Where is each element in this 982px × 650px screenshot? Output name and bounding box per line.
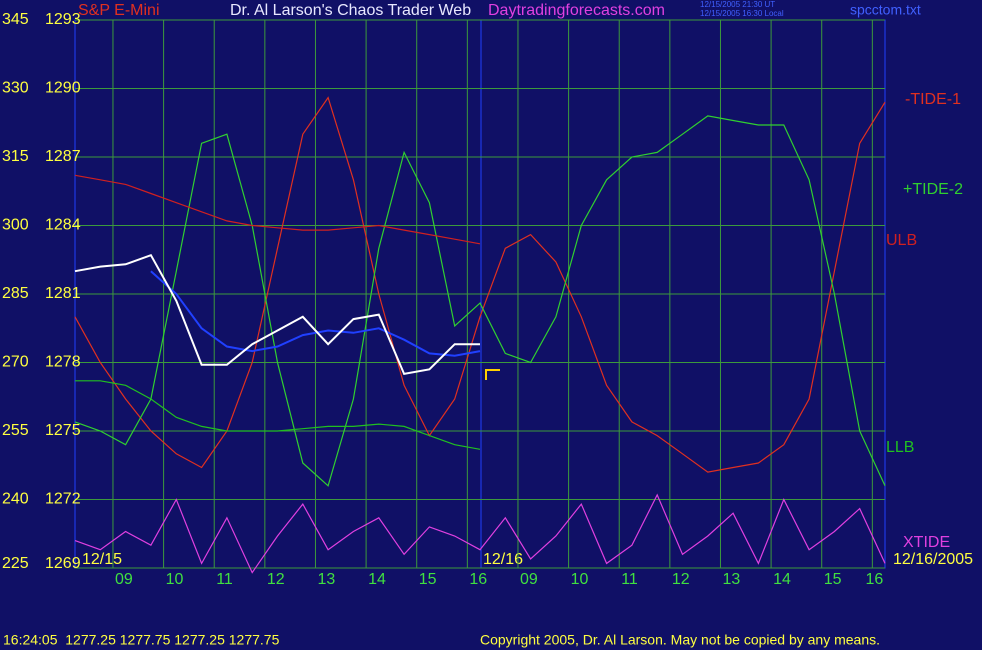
y-tick-label: 255 — [2, 422, 29, 439]
x-tick-label: 11 — [621, 571, 638, 588]
x-tick-label: 14 — [773, 571, 791, 588]
y2-tick-label: 1269 — [45, 555, 81, 572]
y-tick-label: 240 — [2, 491, 29, 508]
y2-tick-label: 1287 — [45, 148, 81, 165]
y2-tick-label: 1278 — [45, 354, 81, 371]
bracket — [485, 369, 500, 380]
series-line — [74, 174, 481, 245]
y2-tick-label: 1272 — [45, 491, 81, 508]
timestamp: 12/15/2005 21:30 UT — [700, 0, 775, 9]
y-tick-label: 330 — [2, 80, 29, 97]
y2-tick-label: 1284 — [45, 217, 81, 234]
x-tick-label: 13 — [317, 571, 335, 588]
x-tick-label: 11 — [216, 571, 233, 588]
x-tick-label: 10 — [166, 571, 184, 588]
timestamp: 12/15/2005 16:30 Local — [700, 9, 784, 18]
series-line — [74, 96, 886, 473]
x-tick-label: 15 — [419, 571, 437, 588]
date-label: 12/15 — [82, 551, 122, 568]
status: 16:24:05 1277.25 1277.75 1277.25 1277.75 — [3, 632, 280, 648]
x-tick-label: 16 — [865, 571, 883, 588]
y-tick-label: 300 — [2, 217, 29, 234]
site: Daytradingforecasts.com — [488, 2, 665, 19]
series-line — [74, 253, 480, 376]
legend-label: -TIDE-1 — [905, 91, 961, 108]
x-tick-label: 14 — [368, 571, 386, 588]
y-tick-label: 315 — [2, 148, 29, 165]
y-tick-label: 270 — [2, 354, 29, 371]
legend-label: LLB — [886, 439, 914, 456]
y2-tick-label: 1293 — [45, 11, 81, 28]
y2-tick-label: 1281 — [45, 285, 81, 302]
series-line — [74, 493, 886, 574]
y2-tick-label: 1275 — [45, 422, 81, 439]
date-label: 12/16 — [483, 551, 523, 568]
x-tick-label: 12 — [267, 571, 285, 588]
chart-title: Dr. Al Larson's Chaos Trader Web — [230, 2, 471, 19]
y-tick-label: 285 — [2, 285, 29, 302]
legend-label: +TIDE-2 — [903, 181, 963, 198]
chart-subtitle: S&P E-Mini — [78, 2, 160, 19]
x-tick-label: 15 — [824, 571, 842, 588]
x-tick-label: 13 — [722, 571, 740, 588]
x-tick-label: 09 — [520, 571, 538, 588]
legend-label: ULB — [886, 232, 917, 249]
x-tick-label: 09 — [115, 571, 133, 588]
legend-label: XTIDE — [903, 534, 950, 551]
series-line — [150, 270, 481, 357]
x-tick-label: 12 — [672, 571, 690, 588]
y-tick-label: 225 — [2, 555, 29, 572]
x-tick-label: 16 — [469, 571, 487, 588]
x-tick-label: 10 — [571, 571, 589, 588]
file-name: spcctom.txt — [850, 2, 921, 18]
copyright: Copyright 2005, Dr. Al Larson. May not b… — [480, 632, 880, 648]
y2-tick-label: 1290 — [45, 80, 81, 97]
series-line — [74, 115, 886, 487]
y-tick-label: 345 — [2, 11, 29, 28]
date-label: 12/16/2005 — [893, 551, 973, 568]
series-line — [75, 380, 481, 450]
